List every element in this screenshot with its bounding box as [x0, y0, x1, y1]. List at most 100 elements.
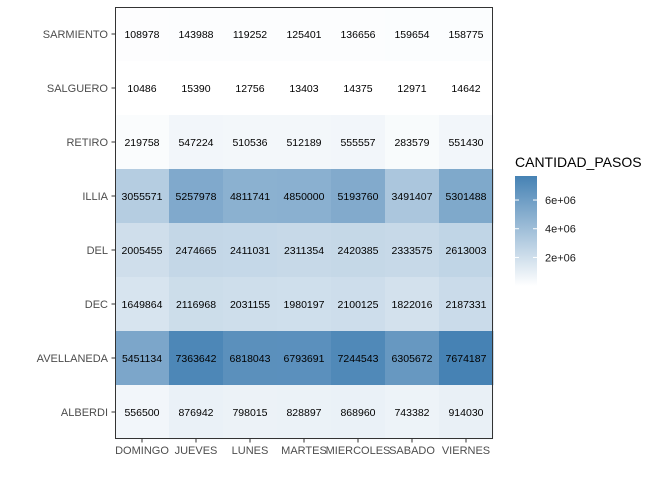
legend-title: CANTIDAD_PASOS [515, 154, 642, 170]
heatmap-cell [223, 7, 278, 62]
y-tick-label: DEC [85, 299, 108, 311]
heatmap-cell [439, 223, 494, 278]
heatmap-cell [115, 169, 170, 224]
cell-value-label: 2005455 [122, 245, 163, 257]
heatmap-cell [385, 385, 440, 440]
cell-value-label: 868960 [340, 407, 375, 419]
cell-value-label: 2187331 [446, 299, 487, 311]
heatmap-cell [277, 7, 332, 62]
heatmap-cell [169, 223, 224, 278]
cell-value-label: 143988 [178, 29, 213, 41]
heatmap-cell [439, 115, 494, 170]
cell-value-label: 2613003 [446, 245, 487, 257]
cell-value-label: 7244543 [338, 353, 379, 365]
color-legend: CANTIDAD_PASOS 2e+06 4e+06 6e+06 [515, 154, 642, 286]
cell-value-label: 5301488 [446, 191, 487, 203]
x-tick-label: JUEVES [175, 445, 218, 457]
heatmap-cell [385, 169, 440, 224]
cell-value-label: 556500 [124, 407, 159, 419]
cell-value-label: 15390 [181, 83, 210, 95]
heatmap-cell [277, 385, 332, 440]
heatmap-cell [115, 277, 170, 332]
legend-colorbar [515, 176, 537, 286]
heatmap-cell [439, 385, 494, 440]
heatmap-cell [115, 61, 170, 116]
cell-value-label: 2474665 [176, 245, 217, 257]
cell-value-label: 6793691 [284, 353, 325, 365]
heatmap-cell [169, 115, 224, 170]
cell-value-label: 1980197 [284, 299, 325, 311]
legend-ticks: 2e+06 4e+06 6e+06 [515, 195, 576, 264]
heatmap-cell [331, 223, 386, 278]
cell-value-label: 551430 [448, 137, 483, 149]
cell-value-label: 2333575 [392, 245, 433, 257]
heatmap-cell [277, 169, 332, 224]
legend-tick-label: 2e+06 [545, 252, 576, 264]
heatmap-cell [115, 7, 170, 62]
heatmap-cell [439, 331, 494, 386]
legend-tick-label: 6e+06 [545, 195, 576, 207]
heatmap-cell [331, 277, 386, 332]
cell-value-label: 10486 [127, 83, 156, 95]
heatmap-cell [169, 7, 224, 62]
panel-border [115, 7, 493, 439]
heatmap-cell-labels: 108978 143988 119252 125401 136656 159654 1587… [122, 29, 487, 419]
heatmap-cell [223, 223, 278, 278]
cell-value-label: 2411031 [230, 245, 270, 257]
x-tick-label: SABADO [389, 445, 435, 457]
cell-value-label: 4811741 [230, 191, 270, 203]
cell-value-label: 158775 [448, 29, 483, 41]
y-tick-label: SALGUERO [47, 83, 109, 95]
heatmap-cells [115, 7, 494, 440]
heatmap-cell [115, 115, 170, 170]
heatmap-cell [385, 223, 440, 278]
cell-value-label: 1822016 [392, 299, 433, 311]
cell-value-label: 2116968 [176, 299, 216, 311]
cell-value-label: 2031155 [230, 299, 270, 311]
cell-value-label: 3491407 [392, 191, 433, 203]
cell-value-label: 2311354 [284, 245, 324, 257]
cell-value-label: 547224 [178, 137, 213, 149]
heatmap-cell [385, 331, 440, 386]
cell-value-label: 876942 [178, 407, 213, 419]
y-tick-label: SARMIENTO [43, 29, 109, 41]
cell-value-label: 2100125 [338, 299, 379, 311]
y-tick-label: ALBERDI [61, 407, 108, 419]
heatmap-cell [331, 61, 386, 116]
heatmap-cell [385, 7, 440, 62]
cell-value-label: 7674187 [446, 353, 487, 365]
y-tick-label: ILLIA [82, 191, 108, 203]
cell-value-label: 13403 [289, 83, 318, 95]
cell-value-label: 798015 [232, 407, 267, 419]
cell-value-label: 510536 [232, 137, 267, 149]
heatmap-cell [331, 115, 386, 170]
x-tick-label: MIERCOLES [326, 445, 391, 457]
cell-value-label: 512189 [286, 137, 321, 149]
cell-value-label: 2420385 [338, 245, 379, 257]
cell-value-label: 4850000 [284, 191, 325, 203]
cell-value-label: 5193760 [338, 191, 379, 203]
heatmap-cell [169, 331, 224, 386]
cell-value-label: 7363642 [176, 353, 217, 365]
cell-value-label: 3055571 [122, 191, 163, 203]
heatmap-cell [169, 385, 224, 440]
heatmap-cell [223, 61, 278, 116]
heatmap-cell [385, 277, 440, 332]
heatmap-cell [277, 331, 332, 386]
heatmap-cell [331, 385, 386, 440]
x-tick-label: DOMINGO [115, 445, 169, 457]
heatmap-cell [277, 61, 332, 116]
cell-value-label: 14642 [451, 83, 480, 95]
heatmap-cell [223, 169, 278, 224]
heatmap-cell [385, 115, 440, 170]
heatmap-cell [439, 169, 494, 224]
heatmap-cell [277, 115, 332, 170]
cell-value-label: 283579 [394, 137, 429, 149]
heatmap-cell [115, 223, 170, 278]
heatmap-cell [223, 385, 278, 440]
heatmap-cell [331, 331, 386, 386]
heatmap-cell [169, 169, 224, 224]
cell-value-label: 125401 [286, 29, 321, 41]
